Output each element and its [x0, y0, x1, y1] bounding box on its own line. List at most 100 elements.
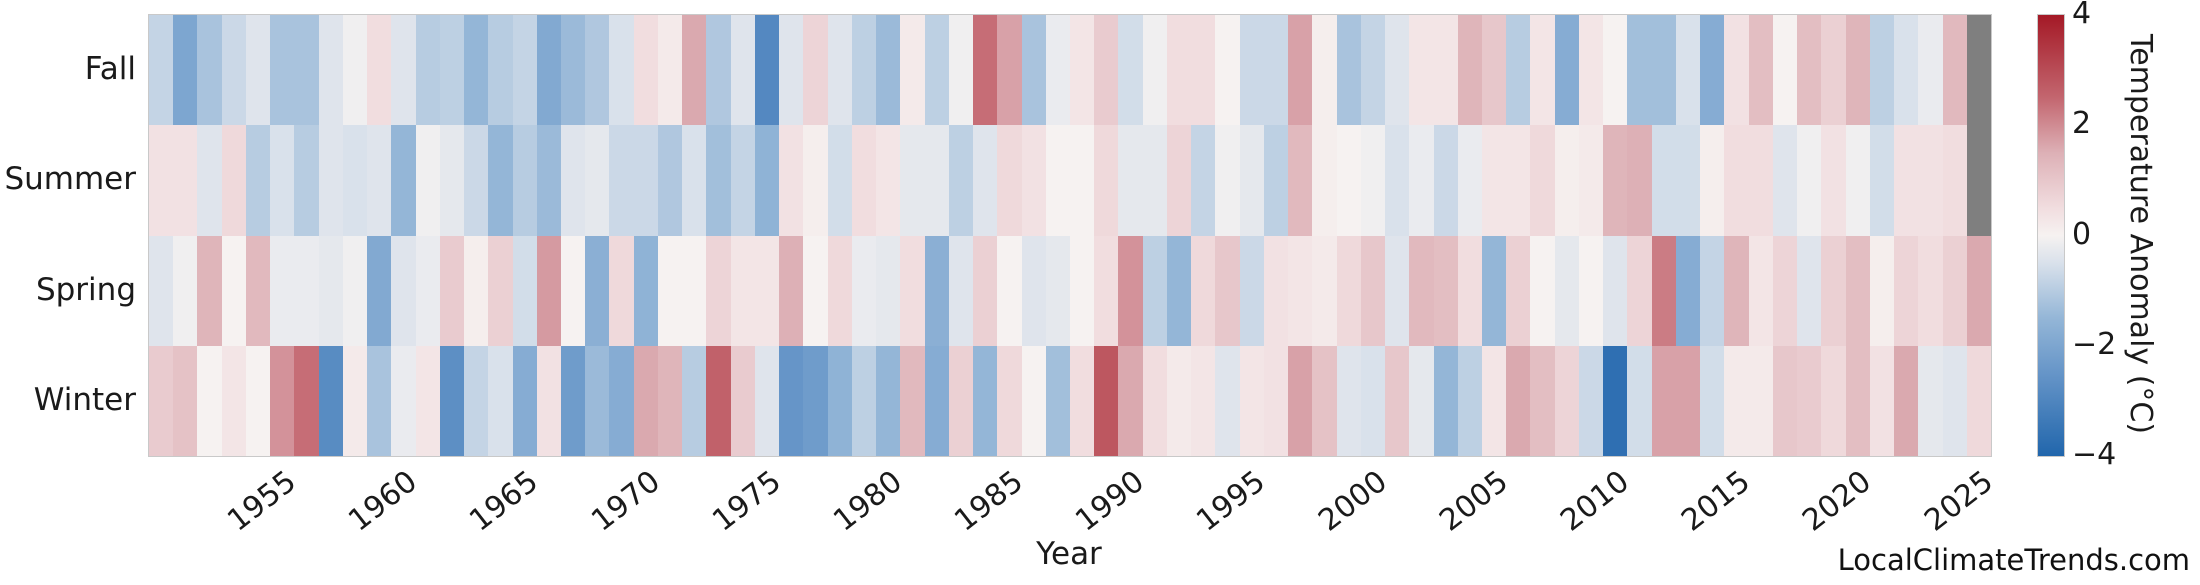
heatmap-cell	[1360, 235, 1386, 346]
heatmap-cell	[342, 345, 368, 456]
heatmap-cell	[1772, 235, 1798, 346]
heatmap-cell	[270, 345, 295, 456]
heatmap-cell	[318, 15, 343, 126]
x-tick-label: 1985	[948, 464, 1030, 539]
heatmap-cell	[1288, 235, 1313, 346]
heatmap-cell	[1942, 15, 1967, 126]
heatmap-cell	[1651, 15, 1676, 126]
heatmap-cell	[1554, 15, 1579, 126]
heatmap-cell	[1263, 15, 1289, 126]
heatmap-cell	[488, 125, 513, 236]
heatmap-cell	[1627, 15, 1652, 126]
heatmap-cell	[1506, 345, 1531, 456]
heatmap-cell	[754, 345, 780, 456]
heatmap-cell	[803, 345, 828, 456]
heatmap-cell	[1239, 345, 1264, 456]
x-tick-label: 1970	[584, 464, 667, 539]
heatmap-cell	[779, 15, 804, 126]
heatmap-cell	[1894, 345, 1919, 456]
heatmap-cell	[1554, 345, 1579, 456]
heatmap-cell	[221, 235, 246, 346]
heatmap-cell	[1142, 125, 1167, 236]
heatmap-cell	[1045, 345, 1070, 456]
x-tick-label: 1955	[221, 464, 303, 539]
heatmap-cell	[1942, 125, 1967, 236]
heatmap-cell	[1191, 235, 1216, 346]
heatmap-cell	[1772, 345, 1798, 456]
heatmap-cell	[391, 15, 416, 126]
heatmap-cell	[827, 345, 852, 456]
heatmap-cell	[1142, 235, 1167, 346]
x-tick-label: 1965	[463, 464, 546, 539]
heatmap-cell	[1578, 345, 1604, 456]
heatmap-cell	[391, 125, 416, 236]
heatmap-cell	[1215, 345, 1240, 456]
heatmap-cell	[1918, 15, 1943, 126]
heatmap-cell	[1239, 15, 1264, 126]
heatmap-cell	[464, 345, 489, 456]
heatmap-cell	[1166, 125, 1192, 236]
heatmap-cell	[900, 235, 925, 346]
heatmap-cell	[1578, 125, 1604, 236]
heatmap-cell	[633, 235, 658, 346]
heatmap-cell	[657, 15, 683, 126]
heatmap-cell	[1069, 125, 1095, 236]
heatmap-cell	[1215, 235, 1240, 346]
heatmap-cell	[1966, 235, 1991, 346]
heatmap-cell	[1675, 345, 1701, 456]
heatmap-cell	[1651, 345, 1676, 456]
heatmap-cell	[294, 235, 319, 346]
x-tick-label: 1960	[342, 464, 425, 539]
heatmap-cell	[1118, 345, 1143, 456]
heatmap-cell	[1724, 15, 1749, 126]
colorbar-tick-label: 4	[2072, 0, 2092, 31]
heatmap-cell	[221, 15, 246, 126]
heatmap-cell	[1869, 345, 1895, 456]
heatmap-cell	[512, 345, 537, 456]
heatmap-cell	[706, 235, 731, 346]
heatmap-cell	[1506, 125, 1531, 236]
heatmap-cell	[754, 235, 780, 346]
x-tick-label: 2025	[1917, 464, 2000, 539]
heatmap-cell	[1263, 345, 1289, 456]
heatmap-cell	[609, 15, 634, 126]
heatmap-cell	[1797, 15, 1822, 126]
heatmap-cell	[1457, 345, 1483, 456]
heatmap-cell	[706, 125, 731, 236]
heatmap-cell	[1918, 345, 1943, 456]
heatmap-cell	[1845, 345, 1870, 456]
heatmap-cell	[730, 125, 755, 236]
heatmap-cell	[924, 15, 949, 126]
heatmap-cell	[1530, 125, 1555, 236]
heatmap-cell	[1021, 235, 1046, 346]
heatmap-cell	[391, 235, 416, 346]
heatmap-cell	[973, 125, 998, 236]
heatmap-cell	[1118, 235, 1143, 346]
heatmap-cell	[1700, 125, 1725, 236]
colorbar-tick-label: −2	[2072, 326, 2117, 362]
heatmap-cell	[1603, 345, 1628, 456]
heatmap-cell	[706, 15, 731, 126]
heatmap-cell	[1021, 15, 1046, 126]
heatmap-cell	[730, 15, 755, 126]
heatmap-cell	[1700, 345, 1725, 456]
heatmap-cell	[173, 15, 198, 126]
heatmap-cell	[851, 235, 877, 346]
heatmap-cell	[609, 235, 634, 346]
x-tick-label: 1980	[827, 464, 909, 539]
heatmap-cell	[924, 125, 949, 236]
heatmap-cell	[1409, 345, 1434, 456]
heatmap-cell	[1869, 125, 1895, 236]
heatmap-cell	[1191, 125, 1216, 236]
heatmap-cell	[900, 345, 925, 456]
heatmap-cell	[1385, 125, 1410, 236]
heatmap-cell	[415, 15, 440, 126]
heatmap-cell	[1336, 235, 1361, 346]
x-tick-label: 2010	[1554, 464, 1636, 539]
heatmap-cell	[561, 15, 586, 126]
heatmap-cell	[1966, 15, 1991, 126]
heatmap-cell	[1142, 345, 1167, 456]
heatmap-cell	[827, 125, 852, 236]
heatmap-cell	[197, 235, 222, 346]
heatmap-cell	[1482, 125, 1507, 236]
